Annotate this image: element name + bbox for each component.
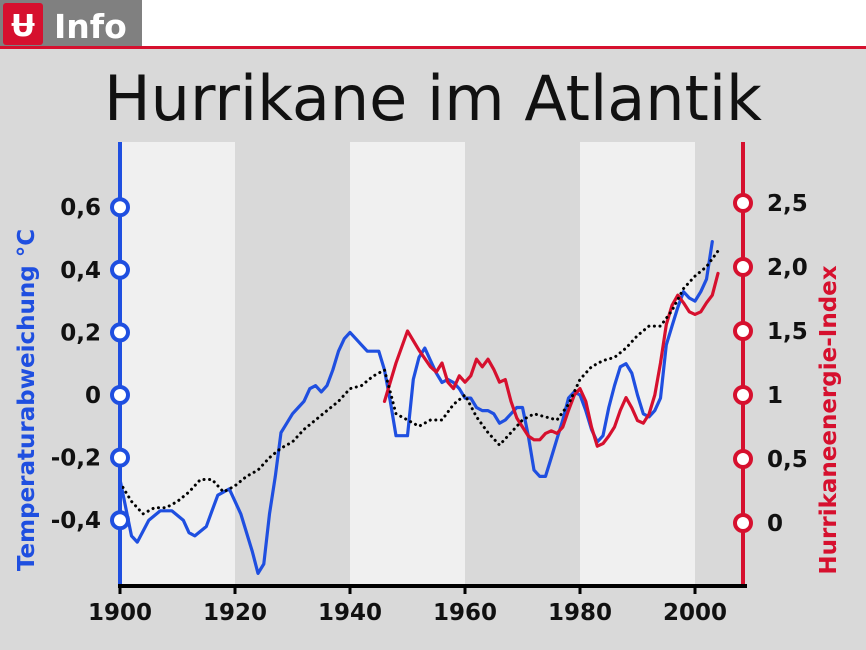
x-tick-label: 1980 [548, 600, 612, 626]
x-tick-label: 1960 [433, 600, 497, 626]
y-left-tick-marker [110, 322, 130, 343]
y-right-tick-marker [733, 385, 753, 405]
y-left-tick-marker [110, 447, 130, 468]
era-band [580, 142, 695, 584]
series-line-temperature [118, 240, 714, 576]
series-group [118, 240, 720, 576]
y-left-axis-title: Temperaturabweichung °C [14, 229, 40, 571]
y-right-tick-label: 0 [767, 511, 783, 537]
y-left-tick-marker [110, 259, 130, 280]
y-right-tick-marker [733, 321, 753, 341]
y-left-tick-marker [110, 510, 130, 531]
y-right-tick-marker [733, 513, 753, 533]
y-left-tick-label: 0,4 [60, 258, 101, 284]
y-left-tick-marker [110, 197, 130, 218]
era-band [350, 142, 465, 584]
y-right-tick-label: 2,0 [767, 255, 808, 281]
y-right-tick-label: 1,5 [767, 319, 808, 345]
logo-icon [3, 3, 43, 45]
y-right-tick-marker [733, 257, 753, 277]
x-tick-label: 1900 [88, 600, 152, 626]
y-left-tick-label: 0,6 [60, 195, 101, 221]
axes-group: 0,6 0,4 0,2 0 -0,2 -0,4 2,5 2,0 1,5 1 0,5 0 1900 1920… [51, 142, 808, 626]
y-right-tick-label: 0,5 [767, 447, 808, 473]
y-right-tick-marker [733, 193, 753, 213]
y-left-tick-label: 0 [85, 383, 101, 409]
logo-glyph: Ʉ [11, 9, 35, 44]
era-band [120, 142, 235, 584]
series-line-hurricane-index [382, 271, 720, 448]
y-left-tick-label: -0,4 [51, 508, 101, 534]
x-tick-label: 1940 [318, 600, 382, 626]
y-left-tick-label: -0,2 [51, 446, 101, 472]
x-tick-label: 2000 [663, 600, 727, 626]
chart-title: Hurrikane im Atlantik [104, 62, 762, 135]
y-left-tick-label: 0,2 [60, 320, 101, 346]
y-right-tick-marker [733, 449, 753, 469]
y-left-tick-marker [110, 385, 130, 405]
era-bands [120, 142, 695, 584]
y-right-axis-title: Hurrikaneenergie-Index [816, 265, 842, 574]
x-tick-label: 1920 [203, 600, 267, 626]
header-label: Info [54, 7, 127, 46]
y-right-tick-label: 2,5 [767, 191, 808, 217]
header-rule [0, 46, 866, 49]
y-right-tick-label: 1 [767, 383, 783, 409]
